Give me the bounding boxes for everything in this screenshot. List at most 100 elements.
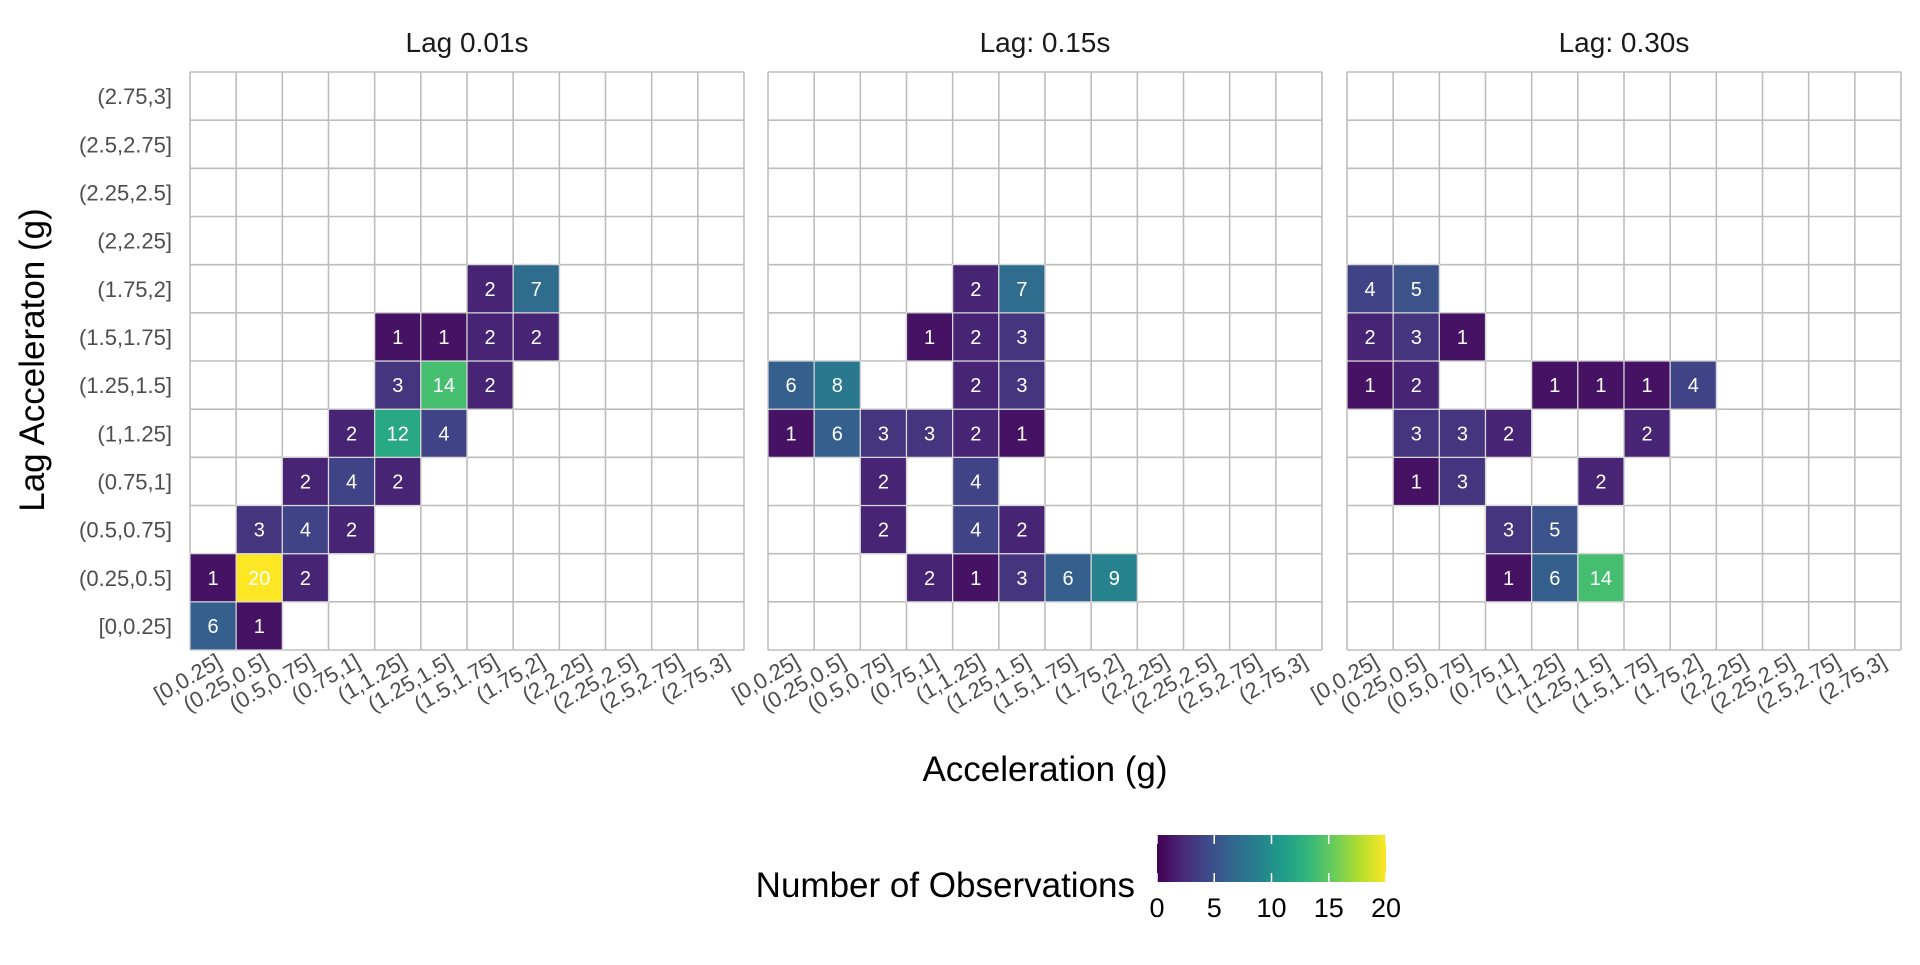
heatmap-cell xyxy=(466,264,514,314)
heatmap-cell xyxy=(374,408,422,458)
cell-value-label: 2 xyxy=(485,327,496,349)
cell-value-label: 9 xyxy=(1109,568,1120,590)
y-tick-label: (1.75,2] xyxy=(97,277,172,302)
cell-value-label: 2 xyxy=(970,327,981,349)
cell-value-label: 3 xyxy=(1016,327,1027,349)
cell-value-label: 4 xyxy=(1688,375,1699,397)
heatmap-cell xyxy=(905,408,954,458)
cell-value-label: 2 xyxy=(485,279,496,301)
y-tick-label: (1.25,1.5] xyxy=(79,373,172,398)
legend-title: Number of Observations xyxy=(756,866,1135,905)
heatmap-cell xyxy=(998,504,1046,555)
cell-value-label: 3 xyxy=(1457,471,1468,493)
cell-value-label: 1 xyxy=(786,423,797,445)
cell-value-label: 6 xyxy=(1549,568,1560,590)
heatmap-cell xyxy=(512,264,560,314)
y-tick-label: [0,0.25] xyxy=(99,614,172,639)
heatmap-cell xyxy=(767,360,815,410)
cell-value-label: 12 xyxy=(387,423,409,445)
y-tick-label: (2.75,3] xyxy=(97,84,172,109)
heatmap-cell xyxy=(813,408,861,458)
heatmap-cell xyxy=(905,312,954,362)
heatmap-cell xyxy=(1577,553,1625,603)
heatmap-cell xyxy=(1531,360,1579,410)
heatmap-cell xyxy=(420,408,468,458)
heatmap-cell xyxy=(327,408,376,458)
heatmap-cell xyxy=(235,504,283,555)
heatmap-cell xyxy=(952,456,1000,507)
legend-tick-label: 10 xyxy=(1256,893,1286,923)
heatmap-cell xyxy=(374,456,422,507)
panel-title: Lag: 0.30s xyxy=(1559,27,1690,58)
heatmap-cell xyxy=(998,360,1046,410)
cell-value-label: 3 xyxy=(878,423,889,445)
cell-value-label: 3 xyxy=(924,423,935,445)
heatmap-cell xyxy=(998,312,1046,362)
legend-tick-label: 20 xyxy=(1371,893,1401,923)
heatmap-cell xyxy=(905,553,954,603)
heatmap-cell xyxy=(767,408,815,458)
heatmap-cell xyxy=(1577,456,1625,507)
cell-value-label: 4 xyxy=(300,520,311,542)
cell-value-label: 1 xyxy=(208,568,219,590)
x-axis-title: Acceleration (g) xyxy=(922,750,1167,789)
heatmap-cell xyxy=(998,553,1046,603)
cell-value-label: 2 xyxy=(346,423,357,445)
heatmap-cell xyxy=(420,312,468,362)
heatmap-cell xyxy=(859,456,908,507)
y-tick-label: (2,2.25] xyxy=(97,229,172,254)
cell-value-label: 4 xyxy=(970,520,981,542)
cell-value-label: 2 xyxy=(300,568,311,590)
cell-value-label: 2 xyxy=(531,327,542,349)
heatmap-cell xyxy=(1438,408,1487,458)
cell-value-label: 1 xyxy=(392,327,403,349)
cell-value-label: 1 xyxy=(438,327,449,349)
cell-value-label: 4 xyxy=(970,471,981,493)
cell-value-label: 2 xyxy=(346,520,357,542)
panel-title: Lag 0.01s xyxy=(406,27,529,58)
cell-value-label: 1 xyxy=(1549,375,1560,397)
cell-value-label: 5 xyxy=(1549,520,1560,542)
cell-value-label: 2 xyxy=(1365,327,1376,349)
cell-value-label: 2 xyxy=(392,471,403,493)
heatmap-cell xyxy=(1438,312,1487,362)
heatmap-cell xyxy=(1484,553,1533,603)
cell-value-label: 3 xyxy=(392,375,403,397)
heatmap-cell xyxy=(859,408,908,458)
cell-value-label: 7 xyxy=(531,279,542,301)
cell-value-label: 2 xyxy=(485,375,496,397)
heatmap-cell xyxy=(281,553,330,603)
heatmap-cell xyxy=(235,601,283,651)
heatmap-cell xyxy=(952,264,1000,314)
heatmap-cell xyxy=(374,360,422,410)
heatmap-cell xyxy=(1531,504,1579,555)
heatmap-cell xyxy=(1392,360,1440,410)
heatmap-cell xyxy=(1577,360,1625,410)
cell-value-label: 2 xyxy=(300,471,311,493)
y-tick-label: (0.5,0.75] xyxy=(79,518,172,543)
cell-value-label: 2 xyxy=(970,375,981,397)
cell-value-label: 1 xyxy=(1365,375,1376,397)
cell-value-label: 2 xyxy=(924,568,935,590)
cell-value-label: 2 xyxy=(1016,520,1027,542)
heatmap-cell xyxy=(466,360,514,410)
cell-value-label: 3 xyxy=(1503,520,1514,542)
y-axis-title: Lag Acceleraton (g) xyxy=(13,208,52,512)
y-tick-label: (2.5,2.75] xyxy=(79,132,172,157)
heatmap-cell xyxy=(998,408,1046,458)
cell-value-label: 3 xyxy=(254,520,265,542)
cell-value-label: 3 xyxy=(1016,568,1027,590)
cell-value-label: 20 xyxy=(248,568,270,590)
heatmap-cell xyxy=(998,264,1046,314)
cell-value-label: 2 xyxy=(1595,471,1606,493)
heatmap-cell xyxy=(952,504,1000,555)
cell-value-label: 4 xyxy=(1365,279,1376,301)
heatmap-cell xyxy=(1669,360,1717,410)
cell-value-label: 2 xyxy=(970,423,981,445)
cell-value-label: 1 xyxy=(254,616,265,638)
legend: Number of Observations 0 5 10 15 20 xyxy=(756,835,1401,923)
